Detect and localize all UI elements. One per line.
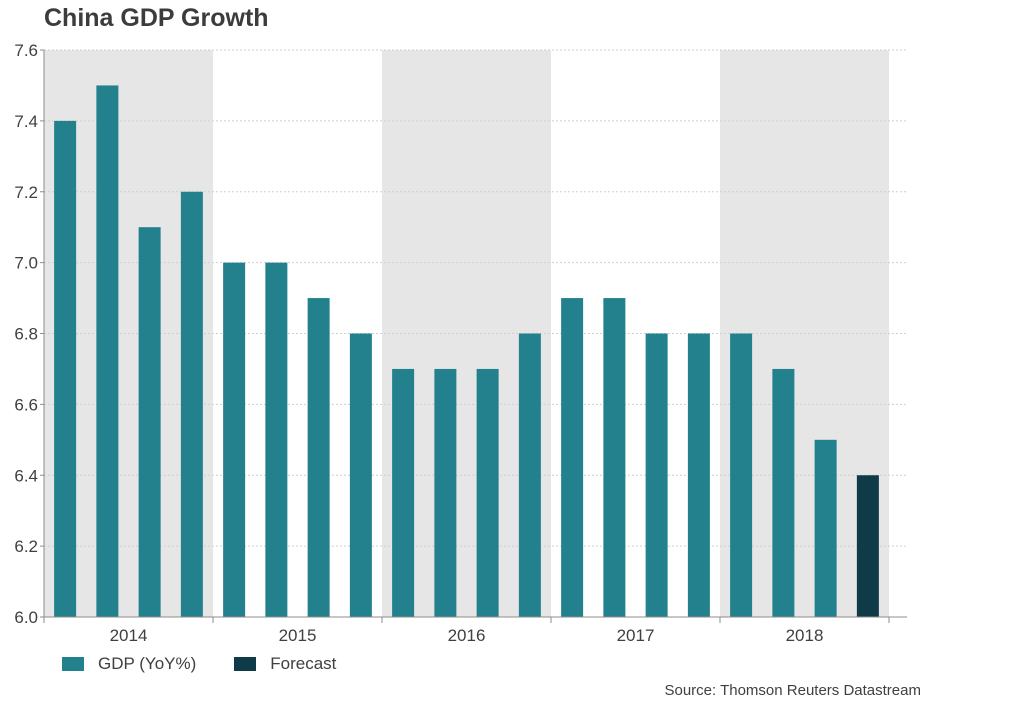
bar-gdp-2016-Q1 — [392, 368, 415, 617]
x-tick-label-2015: 2015 — [279, 626, 317, 645]
y-tick-label-6.6: 6.6 — [14, 395, 38, 414]
bar-gdp-2018-Q2 — [772, 368, 795, 617]
year-bands — [44, 50, 889, 617]
bar-gdp-2017-Q4 — [687, 333, 710, 617]
x-tick-label-2017: 2017 — [617, 626, 655, 645]
source-note: Source: Thomson Reuters Datastream — [664, 682, 921, 699]
y-tick-label-7.6: 7.6 — [14, 41, 38, 60]
y-tick-label-6.2: 6.2 — [14, 537, 38, 556]
bar-gdp-2014-Q3 — [138, 227, 161, 617]
x-tick-label-2018: 2018 — [786, 626, 824, 645]
y-tick-labels: 6.0 6.2 6.4 6.6 6.8 7.0 7.2 7.4 7.6 — [14, 41, 38, 627]
axes — [40, 49, 907, 623]
bar-gdp-2017-Q3 — [645, 333, 668, 617]
bar-gdp-2018-Q1 — [730, 333, 753, 617]
legend-label-forecast: Forecast — [270, 654, 337, 673]
y-tick-label-6.8: 6.8 — [14, 325, 38, 344]
legend-item-gdp: GDP (YoY%) — [62, 654, 196, 674]
bar-forecast-2018-Q4 — [856, 475, 879, 617]
bar-gdp-2017-Q1 — [561, 298, 584, 617]
legend: GDP (YoY%) Forecast — [62, 654, 374, 674]
x-tick-label-2014: 2014 — [110, 626, 148, 645]
bar-gdp-2015-Q3 — [307, 298, 330, 617]
bar-gdp-2016-Q2 — [434, 368, 457, 617]
y-tick-label-7.0: 7.0 — [14, 254, 38, 273]
legend-label-gdp: GDP (YoY%) — [98, 654, 197, 673]
x-year-labels: 2014 2015 2016 2017 2018 — [110, 626, 824, 645]
bars — [54, 85, 879, 617]
bar-gdp-2014-Q2 — [96, 85, 119, 617]
bar-gdp-2015-Q2 — [265, 262, 288, 617]
bar-gdp-2017-Q2 — [603, 298, 626, 617]
bar-gdp-2018-Q3 — [814, 439, 837, 617]
y-tick-label-7.2: 7.2 — [14, 183, 38, 202]
legend-item-forecast: Forecast — [234, 654, 336, 674]
bar-gdp-2014-Q4 — [180, 191, 203, 617]
y-tick-label-6.0: 6.0 — [14, 608, 38, 627]
x-tick-label-2016: 2016 — [448, 626, 486, 645]
bar-gdp-2014-Q1 — [54, 120, 77, 617]
bar-gdp-2016-Q3 — [476, 368, 499, 617]
bar-gdp-2016-Q4 — [518, 333, 541, 617]
y-tick-label-6.4: 6.4 — [14, 466, 38, 485]
y-tick-label-7.4: 7.4 — [14, 112, 38, 131]
legend-swatch-gdp — [62, 657, 84, 671]
legend-swatch-forecast — [234, 657, 257, 671]
bar-gdp-2015-Q4 — [349, 333, 372, 617]
bar-gdp-2015-Q1 — [223, 262, 246, 617]
chart-title: China GDP Growth — [44, 4, 269, 32]
